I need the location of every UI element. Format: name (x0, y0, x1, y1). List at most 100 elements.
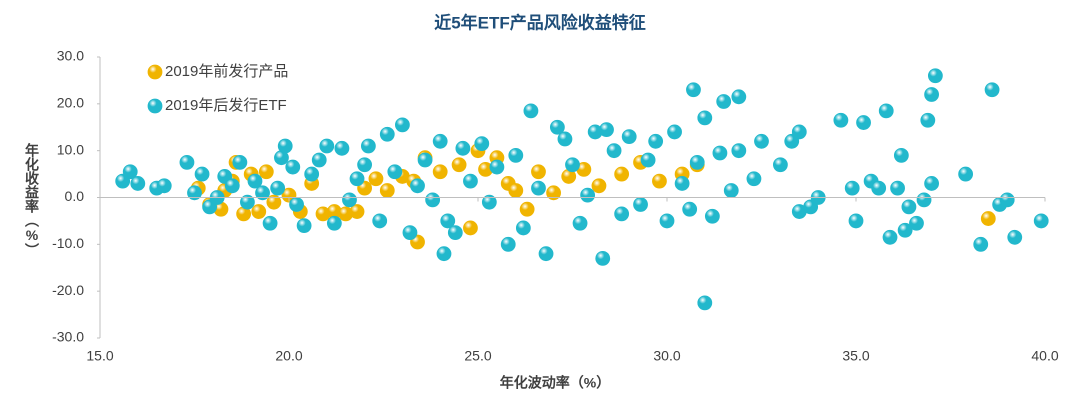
scatter-point (565, 157, 580, 173)
scatter-point (924, 176, 939, 191)
scatter-point (599, 122, 614, 137)
scatter-point (360, 138, 376, 154)
scatter-point (531, 180, 546, 196)
scatter-point (432, 133, 448, 149)
scatter-point (304, 166, 320, 182)
scatter-point (122, 164, 138, 180)
scatter-point (924, 87, 939, 102)
scatter-point (878, 103, 894, 119)
scatter-point (1033, 213, 1049, 229)
scatter-point (379, 126, 395, 142)
y-tick-label: 10.0 (57, 141, 84, 157)
scatter-point (156, 178, 172, 194)
scatter-point (463, 173, 478, 189)
scatter-point (909, 215, 924, 231)
scatter-point (224, 178, 240, 194)
scatter-point (463, 220, 478, 236)
scatter-point (897, 222, 913, 238)
legend-marker (147, 98, 163, 114)
scatter-point (372, 213, 388, 229)
scatter-point (731, 143, 747, 159)
scatter-point (697, 110, 713, 126)
scatter-point (640, 152, 656, 168)
scatter-point (489, 159, 505, 175)
scatter-point (410, 178, 425, 194)
scatter-point (901, 199, 917, 215)
scatter-point (270, 180, 286, 196)
scatter-point (440, 213, 456, 229)
scatter-point (723, 183, 739, 198)
scatter-point (349, 171, 365, 187)
scatter-point (546, 185, 561, 201)
scatter-point (417, 152, 433, 168)
scatter-point (251, 204, 267, 219)
scatter-point (667, 124, 682, 140)
scatter-point (451, 157, 467, 173)
scatter-point (606, 143, 622, 159)
scatter-point (232, 154, 248, 170)
scatter-point (481, 194, 497, 210)
scatter-point (882, 229, 898, 245)
scatter-point (508, 183, 524, 198)
scatter-point (999, 192, 1015, 208)
scatter-point (334, 140, 350, 156)
scatter-point (455, 140, 471, 156)
scatter-point (648, 133, 664, 149)
scatter-point (326, 215, 342, 231)
scatter-point (916, 192, 932, 208)
scatter-point (614, 206, 630, 222)
scatter-point (973, 236, 989, 252)
scatter-point (319, 138, 335, 154)
scatter-point (523, 103, 539, 119)
scatter-point (791, 124, 807, 140)
x-tick-label: 20.0 (275, 348, 302, 364)
scatter-point (296, 218, 312, 234)
scatter-point (958, 166, 974, 182)
scatter-point (754, 133, 769, 149)
scatter-point (746, 171, 762, 187)
x-tick-label: 35.0 (842, 348, 869, 364)
scatter-point (349, 204, 365, 219)
y-tick-label: 0.0 (65, 188, 85, 204)
scatter-point (659, 213, 675, 229)
scatter-point (591, 178, 607, 194)
scatter-point (621, 129, 637, 145)
x-tick-label: 15.0 (86, 348, 113, 364)
x-tick-label: 40.0 (1031, 348, 1058, 364)
scatter-point (368, 171, 384, 187)
scatter-point (716, 94, 732, 109)
scatter-point (262, 215, 278, 231)
scatter-point (580, 187, 596, 203)
scatter-point (633, 197, 648, 212)
scatter-point (1007, 229, 1023, 245)
scatter-point (697, 295, 713, 311)
scatter-point (848, 213, 864, 229)
scatter-point (247, 173, 263, 189)
scatter-point (595, 250, 611, 266)
scatter-point (674, 176, 690, 191)
scatter-point (890, 180, 905, 196)
scatter-point (255, 185, 270, 201)
scatter-point (833, 112, 849, 128)
legend-marker (147, 64, 163, 80)
legend-label: 2019年后发行ETF (165, 97, 287, 114)
scatter-point (425, 192, 441, 208)
scatter-point (572, 215, 588, 231)
scatter-point (289, 197, 304, 212)
scatter-point (508, 147, 524, 163)
scatter-point (844, 180, 860, 196)
scatter-point (474, 136, 490, 152)
scatter-point (652, 173, 667, 189)
scatter-point (130, 176, 146, 191)
scatter-point (689, 154, 705, 170)
scatter-point (519, 201, 535, 217)
scatter-point (240, 194, 255, 210)
plot-area (115, 68, 1049, 311)
scatter-point (311, 152, 327, 168)
scatter-point (980, 211, 996, 226)
scatter-point (194, 166, 210, 182)
y-tick-label: -10.0 (52, 235, 84, 251)
scatter-point (342, 192, 357, 208)
scatter-point (712, 145, 728, 161)
